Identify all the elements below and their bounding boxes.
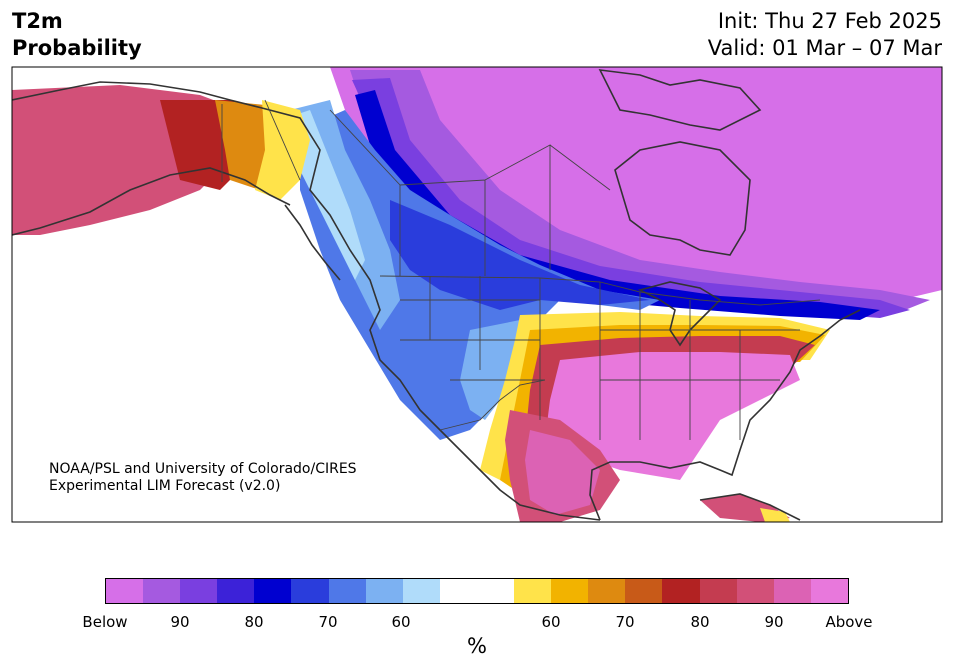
colorbar-segment: [773, 579, 811, 603]
colorbar-tick-label: 90: [170, 613, 190, 631]
colorbar-unit: %: [467, 634, 487, 658]
colorbar: [105, 578, 849, 604]
region-cuba-east: [760, 508, 790, 522]
coastlines: [12, 69, 861, 521]
map-frame: [11, 66, 943, 523]
credit-line-1: NOAA/PSL and University of Colorado/CIRE…: [49, 461, 357, 477]
colorbar-segment: [106, 579, 144, 603]
region-us-northern-plains: [390, 200, 650, 310]
colorbar-tick-label: 90: [764, 613, 784, 631]
map-title: T2m Probability: [12, 8, 142, 62]
colorbar-segment: [514, 579, 552, 603]
us-mexico-border: [439, 379, 546, 431]
cuba-outline: [699, 493, 801, 521]
colorbar-segment: [439, 579, 477, 603]
state-lines-east: [599, 282, 800, 440]
colorbar-tick-label: 80: [244, 613, 264, 631]
hudson-bay: [614, 141, 751, 256]
region-northern-canada: [330, 67, 942, 306]
colorbar-tick-label: Below: [82, 613, 128, 631]
colorbar-tick-label: 60: [541, 613, 561, 631]
credit-line-2: Experimental LIM Forecast (v2.0): [49, 478, 281, 494]
colorbar-tick-label: 70: [318, 613, 338, 631]
probability-field: [12, 67, 942, 522]
arctic-islands: [598, 69, 762, 131]
colorbar-segment: [476, 579, 515, 603]
colorbar-segment: [662, 579, 700, 603]
colorbar-segment: [551, 579, 589, 603]
colorbar-tick-label: 60: [391, 613, 411, 631]
colorbar-segment: [254, 579, 292, 603]
valid-range: Valid: 01 Mar – 07 Mar: [707, 36, 942, 60]
region-yukon-yellow: [255, 100, 310, 200]
colorbar-segment: [180, 579, 218, 603]
colorbar-segment: [736, 579, 774, 603]
colorbar-segment: [217, 579, 255, 603]
colorbar-segment: [402, 579, 440, 603]
title-variable: T2m: [12, 9, 63, 33]
bc-coast-islands: [284, 204, 341, 281]
alaska-south-coast: [12, 167, 291, 236]
colorbar-segment: [625, 579, 663, 603]
region-mexico-inner: [525, 430, 600, 515]
borders: [221, 99, 821, 440]
region-canada-band-90: [350, 70, 930, 312]
colorbar-segment: [365, 579, 403, 603]
alaska-coast: [12, 81, 601, 521]
colorbar-tick-label: 70: [615, 613, 635, 631]
forecast-dates: Init: Thu 27 Feb 2025 Valid: 01 Mar – 07…: [708, 8, 942, 62]
colorbar-segment: [328, 579, 366, 603]
colorbar-segment: [143, 579, 181, 603]
gulf-coast: [589, 309, 861, 521]
title-product: Probability: [12, 36, 142, 60]
province-lines: [264, 99, 611, 276]
colorbar-segment: [810, 579, 848, 603]
credit-text: NOAA/PSL and University of Colorado/CIRE…: [49, 461, 357, 495]
colorbar-tick-label: 80: [690, 613, 710, 631]
region-us-southeast: [545, 352, 800, 480]
init-date: Init: Thu 27 Feb 2025: [717, 9, 942, 33]
colorbar-segment: [588, 579, 626, 603]
state-lines-west: [400, 276, 545, 420]
colorbar-segment: [291, 579, 329, 603]
colorbar-segment: [699, 579, 737, 603]
colorbar-tick-label: Above: [825, 613, 873, 631]
